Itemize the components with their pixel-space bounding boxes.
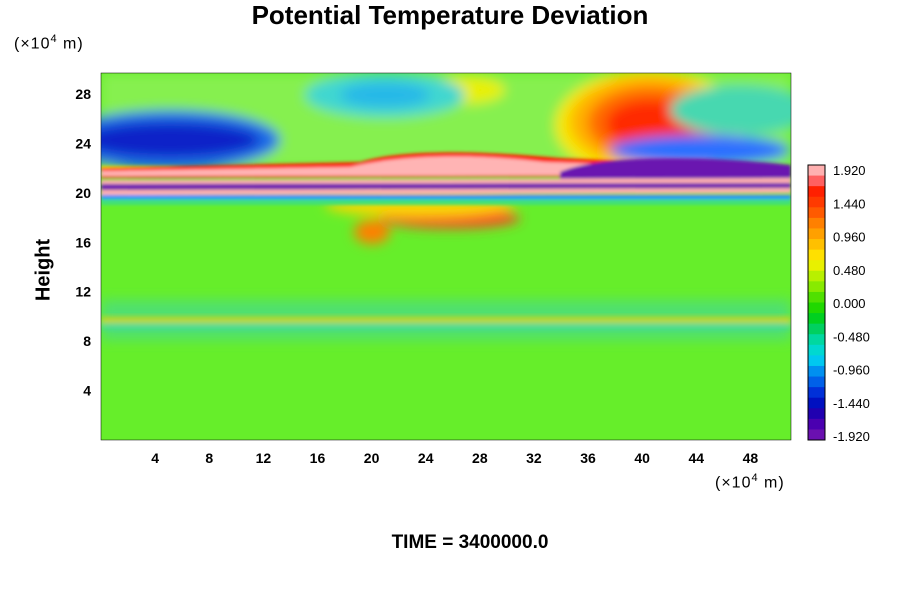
y-tick-label-8: 8 [83,333,91,349]
colorbar-band [808,397,825,409]
colorbar-tick-label: -1.920 [833,429,870,444]
colorbar-tick-label: 1.440 [833,196,866,211]
colorbar-band [808,196,825,208]
colorbar-band [808,418,825,430]
colorbar-tick-label: 1.920 [833,163,866,178]
time-label: TIME = 3400000.0 [391,532,549,553]
x-tick-label-36: 36 [580,450,596,466]
x-tick-label-20: 20 [364,450,380,466]
colorbar-band [808,249,825,261]
colorbar-band [808,186,825,198]
x-tick-label-12: 12 [256,450,272,466]
colorbar-band [808,334,825,346]
colorbar-frame [807,164,826,441]
heatmap-field [101,73,791,440]
colorbar-band [808,376,825,388]
colorbar-band [808,291,825,303]
colorbar-tick-label: 0.480 [833,263,866,278]
colorbar-band [808,302,825,314]
colorbar-band [808,281,825,293]
colorbar-band [808,313,825,325]
y-axis-unit: (×104 m) [14,33,84,53]
x-tick-label-24: 24 [418,450,434,466]
colorbar-band [808,270,825,282]
colorbar-band [808,387,825,399]
colorbar-band [808,429,825,441]
y-tick-label-20: 20 [75,185,91,201]
y-tick-label-24: 24 [75,135,91,151]
x-tick-label-32: 32 [526,450,542,466]
y-axis-ticks: 4 8 12 16 20 24 28 [75,86,91,399]
y-tick-label-16: 16 [75,234,91,250]
colorbar-band [808,365,825,378]
colorbar-band [808,260,825,272]
colorbar-band [808,239,825,251]
colorbar-band [808,323,825,335]
x-axis-unit: (×104 m) [715,472,785,492]
x-tick-label-4: 4 [151,450,159,466]
x-tick-label-40: 40 [634,450,650,466]
colorbar-band [808,165,825,177]
colorbar-tick-label: -1.440 [833,396,870,411]
y-tick-label-28: 28 [75,86,91,102]
colorbar-band [808,175,825,187]
x-tick-label-16: 16 [310,450,326,466]
colorbar-ticks: 1.920 1.440 0.960 0.480 0.000 -0.480 -0.960 -1.… [833,163,870,444]
y-tick-label-12: 12 [75,284,91,300]
x-tick-label-8: 8 [205,450,213,466]
colorbar-tick-label: -0.480 [833,329,870,344]
colorbar-tick-label: 0.000 [833,296,866,311]
y-tick-label-4: 4 [83,383,91,399]
x-axis-ticks: 4 8 12 16 20 24 28 32 36 40 44 48 [151,450,758,466]
colorbar-band [808,344,825,356]
colorbar-band [808,355,825,367]
x-tick-label-28: 28 [472,450,488,466]
x-tick-label-44: 44 [689,450,705,466]
colorbar-tick-label: 0.960 [833,230,866,245]
x-tick-label-48: 48 [743,450,759,466]
colorbar [808,165,825,441]
colorbar-band [808,207,825,219]
colorbar-band [808,408,825,420]
colorbar-band [808,217,825,229]
colorbar-tick-label: -0.960 [833,363,870,378]
plot-frame [100,72,792,441]
chart-title: Potential Temperature Deviation [251,0,649,30]
colorbar-band [808,228,825,240]
